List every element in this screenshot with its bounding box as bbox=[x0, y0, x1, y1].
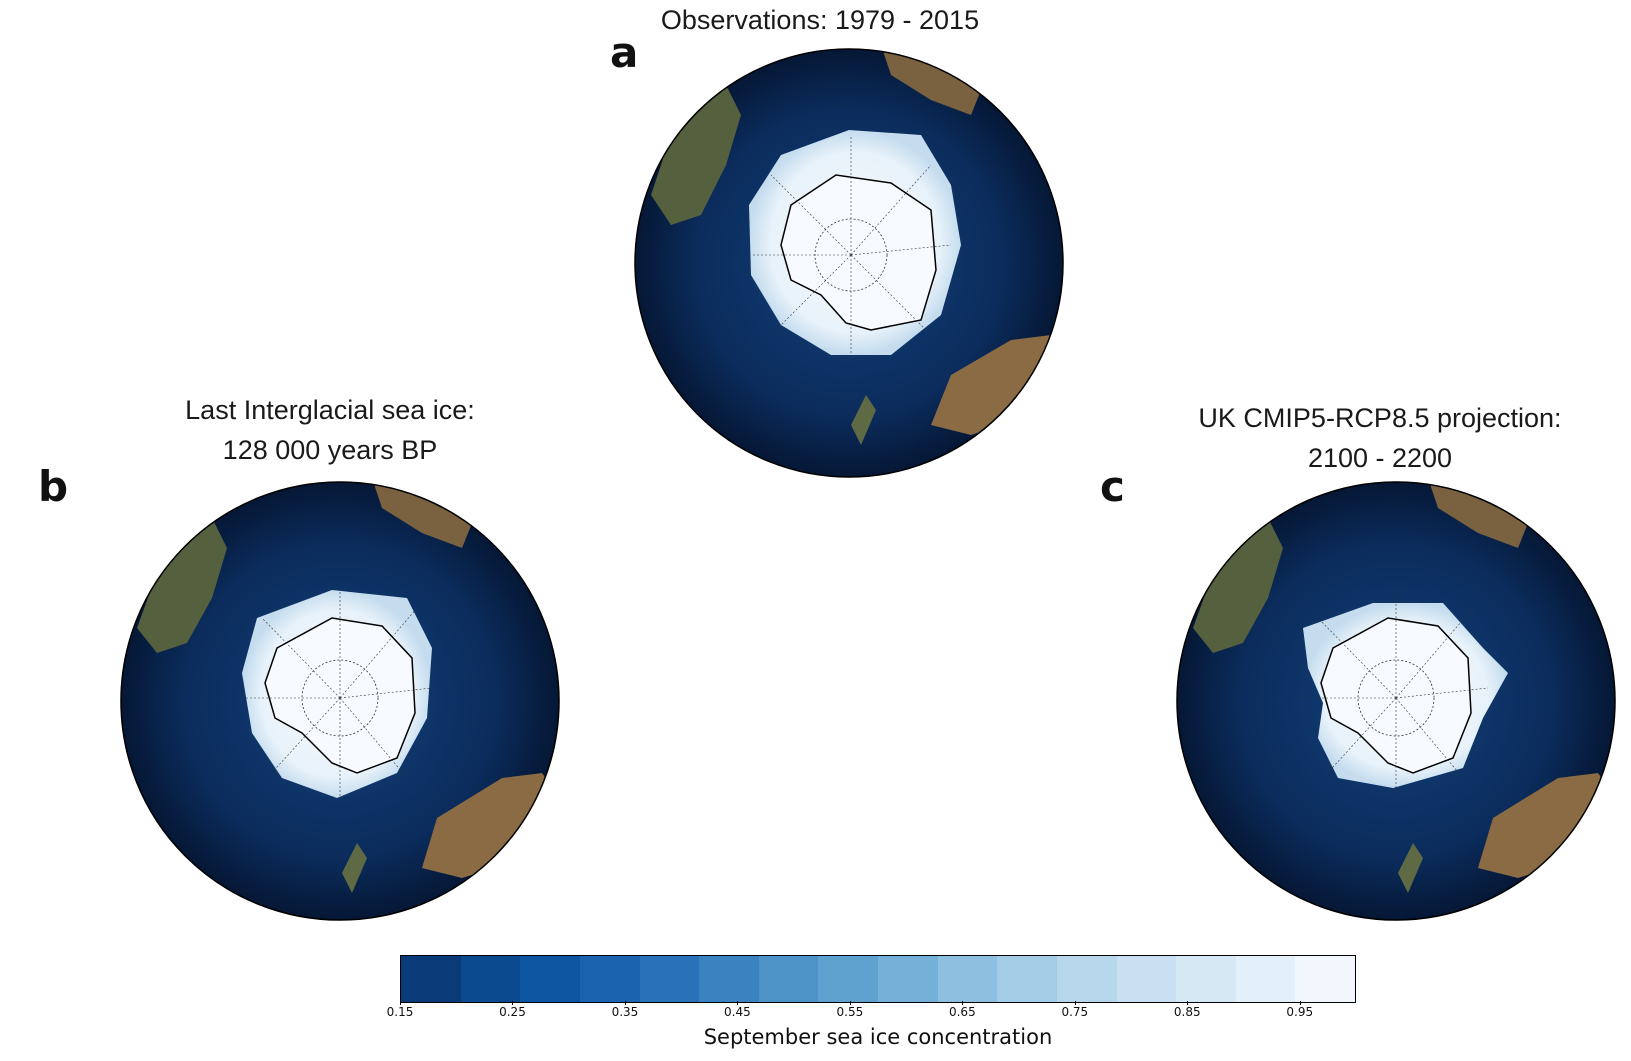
colorbar-swatch-5 bbox=[699, 956, 759, 1002]
colorbar-swatch-9 bbox=[937, 956, 998, 1002]
panel-a-title-line-1: Observations: 1979 - 2015 bbox=[660, 5, 980, 35]
colorbar-swatch-3 bbox=[579, 956, 640, 1002]
colorbar-swatch-0 bbox=[401, 956, 461, 1002]
panel-c-title: UK CMIP5-RCP8.5 projection: 2100 - 2200 bbox=[1130, 398, 1630, 478]
colorbar-swatch-10 bbox=[997, 956, 1057, 1002]
colorbar-swatch-7 bbox=[818, 956, 878, 1002]
panel-c-title-line-1: UK CMIP5-RCP8.5 projection: bbox=[1198, 403, 1562, 433]
colorbar-label: September sea ice concentration bbox=[703, 1025, 1053, 1049]
colorbar-tick-mark bbox=[1074, 1001, 1076, 1005]
panel-c-letter: c bbox=[1100, 462, 1125, 511]
colorbar-tick-mark bbox=[737, 1001, 739, 1005]
globe-panel-b bbox=[120, 481, 560, 921]
colorbar-swatch-4 bbox=[639, 956, 700, 1002]
panel-a-title: Observations: 1979 - 2015 bbox=[560, 0, 1080, 40]
colorbar-swatch-13 bbox=[1176, 956, 1236, 1002]
colorbar-tick-mark bbox=[962, 1001, 964, 1005]
panel-b-letter: b bbox=[38, 462, 69, 511]
colorbar-tick-label: 0.75 bbox=[1061, 1005, 1089, 1019]
colorbar-swatch-8 bbox=[878, 956, 938, 1002]
panel-a-letter: a bbox=[610, 28, 639, 77]
globe-panel-c bbox=[1176, 481, 1616, 921]
colorbar-swatch-1 bbox=[460, 956, 521, 1002]
colorbar-tick-mark bbox=[849, 1001, 851, 1005]
colorbar-swatch-14 bbox=[1235, 956, 1296, 1002]
panel-b-title-line-2: 128 000 years BP bbox=[222, 435, 438, 465]
colorbar-tick-label: 0.95 bbox=[1286, 1005, 1314, 1019]
colorbar-tick-mark bbox=[512, 1001, 514, 1005]
colorbar-tick-label: 0.25 bbox=[499, 1005, 526, 1019]
colorbar-tick-label: 0.15 bbox=[386, 1005, 414, 1019]
colorbar-tick-mark bbox=[1299, 1001, 1301, 1005]
globe-panel-a bbox=[634, 48, 1064, 478]
colorbar-ticks: 0.15 0.25 0.35 0.45 0.55 0.65 0.75 0.85 0.95 bbox=[387, 1001, 1356, 1025]
colorbar-tick-mark bbox=[1187, 1001, 1189, 1005]
panel-c-title-line-2: 2100 - 2200 bbox=[1307, 443, 1453, 473]
colorbar-tick-mark bbox=[624, 1001, 626, 1005]
colorbar-swatch-11 bbox=[1056, 956, 1117, 1002]
colorbar-swatch-2 bbox=[520, 956, 580, 1002]
colorbar-tick-label: 0.85 bbox=[1173, 1005, 1201, 1019]
colorbar-tick-label: 0.45 bbox=[724, 1005, 751, 1019]
colorbar-swatch-6 bbox=[758, 956, 819, 1002]
colorbar-tick-label: 0.35 bbox=[611, 1005, 639, 1019]
colorbar-tick-label: 0.65 bbox=[948, 1005, 976, 1019]
panel-b-title-line-1: Last Interglacial sea ice: bbox=[185, 395, 475, 425]
colorbar-swatch-12 bbox=[1116, 956, 1177, 1002]
panel-b-title: Last Interglacial sea ice: 128 000 years… bbox=[80, 390, 580, 470]
colorbar bbox=[400, 955, 1356, 1003]
colorbar-tick-mark bbox=[400, 1001, 401, 1005]
colorbar-tick-label: 0.55 bbox=[836, 1005, 864, 1019]
colorbar-swatch-15 bbox=[1295, 956, 1355, 1002]
